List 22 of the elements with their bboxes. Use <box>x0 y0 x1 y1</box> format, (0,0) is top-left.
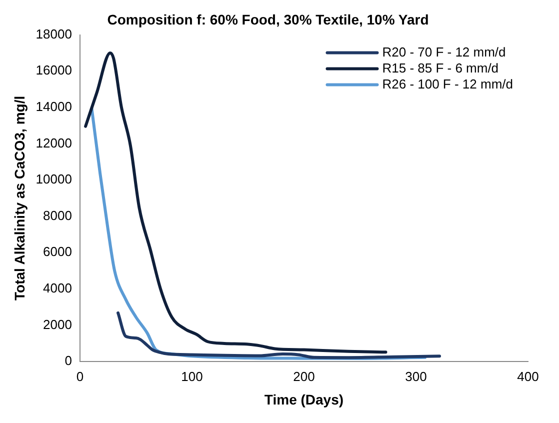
y-tick-label: 6000 <box>43 244 72 260</box>
legend-label: R26 - 100 F - 12 mm/d <box>382 76 514 92</box>
legend-label: R20 - 70 F - 12 mm/d <box>382 44 506 60</box>
x-tick-label: 400 <box>517 368 539 384</box>
y-axis-title: Total Alkalinity as CaCO3, mg/l <box>11 96 28 301</box>
y-tick-label: 16000 <box>36 62 72 78</box>
y-tick-label: 8000 <box>43 208 72 223</box>
line-series <box>116 311 442 360</box>
x-tick-label: 100 <box>181 368 203 384</box>
legend-label: R15 - 85 F - 6 mm/d <box>382 60 499 76</box>
chart-title: Composition f: 60% Food, 30% Textile, 10% Yard <box>107 11 429 28</box>
y-tick-label: 10000 <box>36 172 72 187</box>
y-tick-label: 2000 <box>43 316 72 332</box>
x-tick-label: 0 <box>76 368 84 384</box>
x-tick-label: 200 <box>293 368 315 384</box>
y-tick-label: 14000 <box>36 99 72 114</box>
x-axis-title: Time (Days) <box>264 391 344 408</box>
y-tick-label: 4000 <box>43 280 72 296</box>
y-tick-label: 18000 <box>36 26 72 42</box>
y-tick-label: 0 <box>64 353 72 368</box>
x-tick-label: 300 <box>405 368 427 384</box>
y-tick-label: 12000 <box>36 135 72 150</box>
